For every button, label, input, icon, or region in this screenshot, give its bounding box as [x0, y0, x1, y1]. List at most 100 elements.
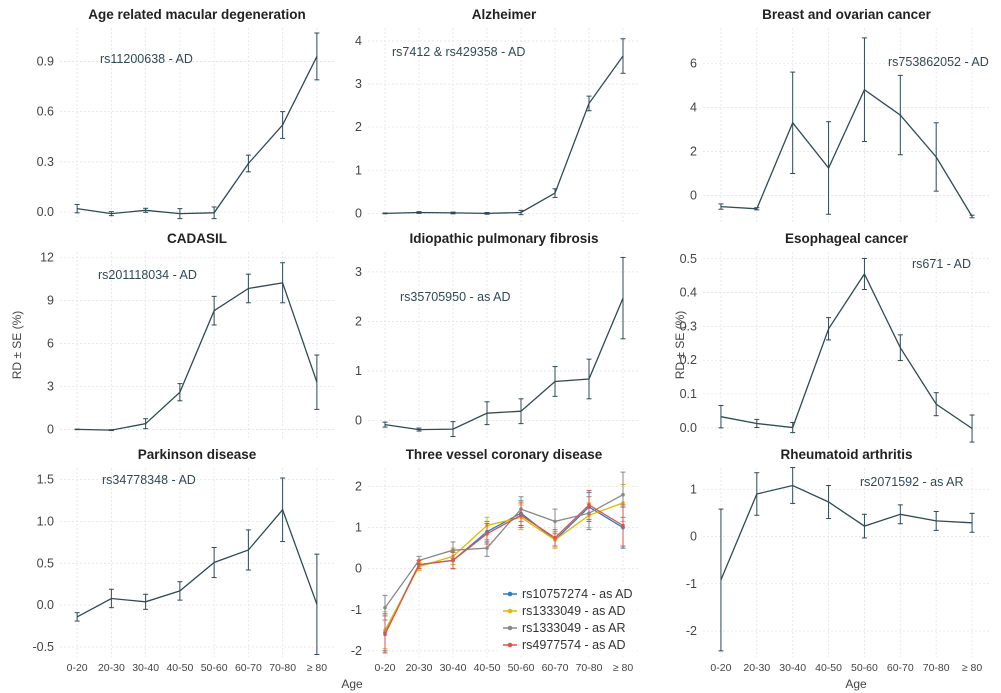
y-tick-label: 0.1: [680, 387, 697, 401]
series-line: [384, 55, 624, 215]
snp-annotation: rs11200638 - AD: [100, 52, 193, 66]
x-tick-label: 50-60: [851, 662, 878, 674]
series-line: [720, 88, 973, 217]
series-main: [718, 37, 975, 219]
series-main: [718, 467, 975, 652]
y-tick-label: 0.5: [680, 252, 697, 266]
series-line: [384, 297, 624, 431]
y-tick-label: 1: [355, 521, 362, 535]
panel-idiopathic-pulmonary-fibrosis: 0 1 2 3 Idiopathic pulmonary fibrosis rs35705…: [355, 231, 640, 438]
y-tick-label: 0.9: [37, 54, 54, 68]
y-axis-label-right: RD ± SE (%): [673, 311, 687, 380]
panel-three-vessel-coronary-disease: -2 -1 0 1 2 Three vessel coronary disease 0-20…: [351, 447, 640, 674]
series-line: [77, 282, 318, 431]
y-tick-label: 1.5: [37, 473, 54, 487]
x-tick-label: 60-70: [887, 662, 914, 674]
legend-label: rs1333049 - as AR: [522, 621, 626, 635]
y-tick-label: 4: [690, 100, 697, 114]
series-main: [382, 38, 626, 216]
panel-title: Alzheimer: [472, 7, 537, 22]
y-tick-label: 3: [47, 379, 54, 393]
x-axis-label-right: Age: [845, 677, 867, 691]
y-tick-label: 0.3: [37, 155, 54, 169]
legend-marker: [507, 591, 513, 597]
panel-parkinson-disease: -0.5 0.0 0.5 1.0 1.5 Parkinson disease rs34778…: [32, 447, 334, 674]
x-tick-label: 30-40: [440, 662, 467, 674]
y-tick-label: 0: [47, 422, 54, 436]
snp-annotation: rs753862052 - AD: [888, 55, 989, 69]
series-main: [74, 477, 320, 655]
panel-title: Parkinson disease: [138, 447, 257, 462]
x-tick-label: 20-30: [406, 662, 433, 674]
data-point: [383, 632, 387, 637]
legend: rs10757274 - as AD rs1333049 - as AD rs133…: [497, 582, 637, 656]
panel-esophageal-cancer: 0.0 0.1 0.2 0.3 0.4 0.5 Esophageal cancerrs671…: [680, 231, 990, 443]
series-line: [720, 272, 973, 430]
panel-title: Idiopathic pulmonary fibrosis: [409, 231, 598, 246]
y-tick-label: -2: [686, 624, 697, 638]
y-tick-label: 3: [355, 77, 362, 91]
y-tick-label: 0.5: [37, 556, 54, 570]
legend-label: rs4977574 - as AD: [522, 638, 626, 652]
panel-cadasil: 0 3 6 9 12 CADASIL rs201118034 - AD: [40, 231, 334, 438]
series-line: [77, 56, 318, 215]
panel-rheumatoid-arthritis: -2 -1 0 1 Rheumatoid arthritis rs2071592 - as…: [686, 447, 990, 674]
y-tick-label: 1.0: [37, 515, 54, 529]
data-point: [451, 548, 455, 552]
snp-annotation: rs2071592 - as AR: [860, 475, 964, 489]
y-tick-label: 0: [355, 206, 362, 220]
x-tick-label: 70-80: [923, 662, 950, 674]
snp-annotation: rs35705950 - as AD: [400, 290, 511, 304]
data-point: [553, 536, 557, 540]
x-tick-label: 20-30: [743, 662, 770, 674]
x-tick-label: ≥ 80: [962, 662, 983, 674]
y-tick-label: -1: [351, 603, 362, 617]
y-tick-label: 0.4: [680, 286, 697, 300]
x-tick-label: 0-20: [374, 662, 395, 674]
y-tick-label: 3: [355, 265, 362, 279]
x-axis-label: Age: [341, 677, 363, 691]
panel-title: Esophageal cancer: [785, 231, 909, 246]
x-tick-label: 20-30: [98, 662, 125, 674]
y-tick-label: 0.0: [37, 205, 54, 219]
x-tick-label: 40-50: [166, 662, 193, 674]
series-main: [382, 256, 626, 438]
y-tick-label: 9: [47, 294, 54, 308]
y-tick-label: 0: [690, 530, 697, 544]
y-tick-label: 6: [690, 56, 697, 70]
y-tick-label: 1: [355, 364, 362, 378]
legend-label: rs1333049 - as AD: [522, 604, 626, 618]
snp-annotation: rs201118034 - AD: [98, 268, 197, 282]
y-tick-label: 2: [690, 144, 697, 158]
legend-marker: [507, 608, 513, 614]
x-tick-label: 60-70: [542, 662, 569, 674]
x-tick-label: 50-60: [201, 662, 228, 674]
series-line: [384, 504, 624, 635]
panel-title: Rheumatoid arthritis: [780, 447, 912, 462]
y-tick-label: 6: [47, 337, 54, 351]
x-tick-label: 0-20: [710, 662, 731, 674]
series-main: [74, 262, 320, 432]
y-tick-label: 2: [355, 314, 362, 328]
data-point: [417, 562, 421, 567]
y-tick-label: -0.5: [32, 640, 54, 654]
series-main: [718, 257, 975, 443]
x-tick-label: 30-40: [132, 662, 159, 674]
legend-marker: [507, 625, 513, 631]
panel-title: CADASIL: [167, 231, 227, 246]
x-tick-label: 40-50: [815, 662, 842, 674]
snp-annotation: rs671 - AD: [912, 257, 971, 271]
data-point: [621, 523, 625, 528]
x-tick-label: 50-60: [508, 662, 535, 674]
panel-title: Age related macular degeneration: [88, 7, 306, 22]
series-main: [74, 32, 320, 220]
data-point: [553, 519, 557, 524]
panel-alzheimer: 0 1 2 3 4 Alzheimer rs7412 & rs429358 - AD: [355, 7, 640, 222]
y-tick-label: 0: [355, 562, 362, 576]
panel-age-related-macular-degeneration: 0.0 0.3 0.6 0.9 Age related macular degenera…: [37, 7, 334, 222]
panel-title: Breast and ovarian cancer: [762, 7, 932, 22]
y-tick-label: 2: [355, 120, 362, 134]
y-tick-label: 1: [355, 163, 362, 177]
y-tick-label: 1: [690, 482, 697, 496]
